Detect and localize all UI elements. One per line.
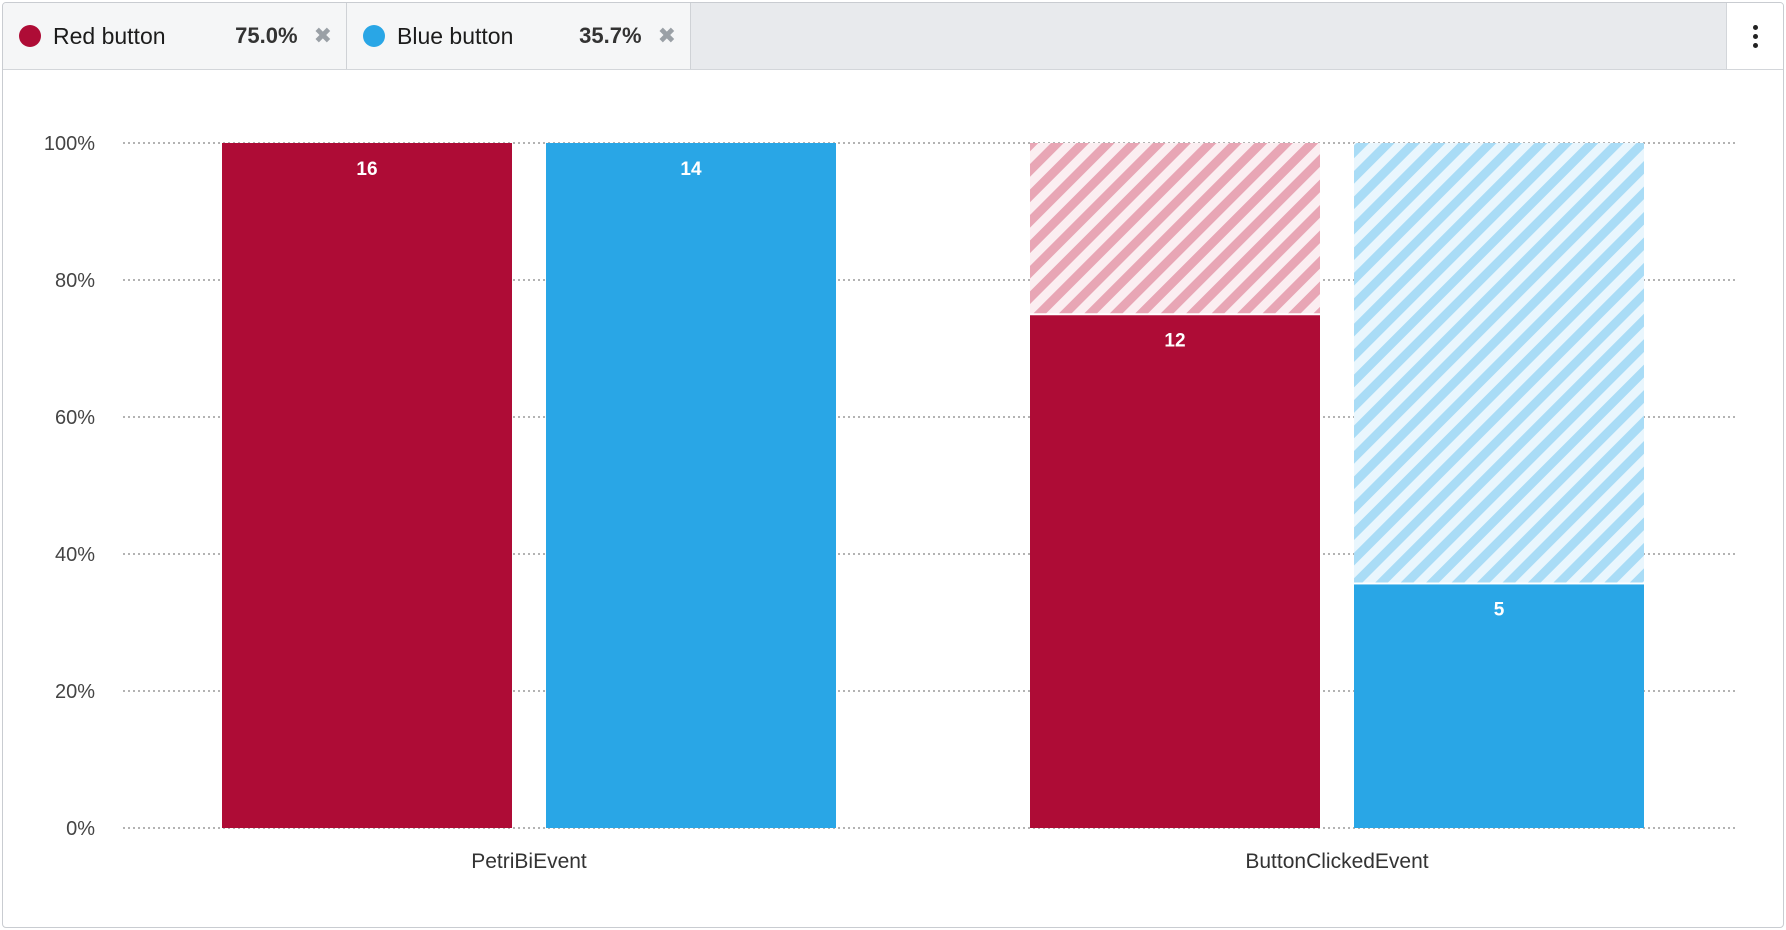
bar-red-button-petribievent[interactable]	[222, 143, 512, 828]
y-tick-label: 0%	[66, 818, 95, 840]
legend-label-blue-button: Blue button	[397, 22, 514, 49]
y-tick-label: 40%	[55, 544, 95, 566]
close-icon[interactable]: ✖	[657, 23, 676, 48]
bar-blue-button-buttonclickedevent-remainder[interactable]	[1354, 143, 1644, 584]
vertical-ellipsis-icon[interactable]	[1726, 3, 1783, 69]
legend-value-blue-button: 35.7%	[579, 23, 642, 48]
bar-blue-button-buttonclickedevent[interactable]	[1354, 584, 1644, 828]
legend-value-red-button: 75.0%	[235, 23, 298, 48]
y-tick-label: 100%	[44, 133, 95, 155]
legend-tab-blue-button[interactable]: Blue button 35.7% ✖	[347, 3, 691, 69]
data-label: 16	[356, 159, 377, 180]
bar-red-button-buttonclickedevent[interactable]	[1030, 315, 1320, 828]
y-tick-label: 80%	[55, 270, 95, 292]
legend-bar-spacer	[691, 3, 1726, 69]
data-label: 5	[1494, 599, 1505, 620]
data-label: 14	[680, 159, 702, 180]
series-legend-bar: Red button 75.0% ✖ Blue button 35.7% ✖	[3, 3, 1783, 70]
legend-label-red-button: Red button	[53, 22, 166, 49]
bar-blue-button-petribievent[interactable]	[546, 143, 836, 828]
bar-red-button-buttonclickedevent-remainder[interactable]	[1030, 143, 1320, 315]
y-tick-label: 20%	[55, 681, 95, 703]
y-tick-label: 60%	[55, 407, 95, 429]
bar-chart: 0% 20% 40% 60% 80% 100% 16 14 PetriBiEvent 12 5 But…	[44, 133, 1738, 873]
x-tick-label: ButtonClickedEvent	[1245, 850, 1428, 873]
blue-dot-icon	[363, 25, 385, 47]
data-label: 12	[1164, 330, 1185, 351]
x-tick-label: PetriBiEvent	[471, 850, 587, 873]
red-dot-icon	[19, 25, 41, 47]
close-icon[interactable]: ✖	[313, 23, 332, 48]
legend-tab-red-button[interactable]: Red button 75.0% ✖	[3, 3, 347, 69]
